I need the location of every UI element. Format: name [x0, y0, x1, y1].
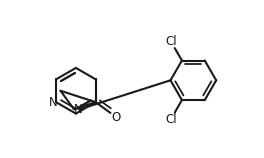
Text: N: N	[49, 96, 57, 109]
Text: Cl: Cl	[165, 113, 177, 126]
Text: N: N	[73, 103, 82, 116]
Text: O: O	[112, 111, 121, 124]
Text: Cl: Cl	[165, 35, 177, 48]
